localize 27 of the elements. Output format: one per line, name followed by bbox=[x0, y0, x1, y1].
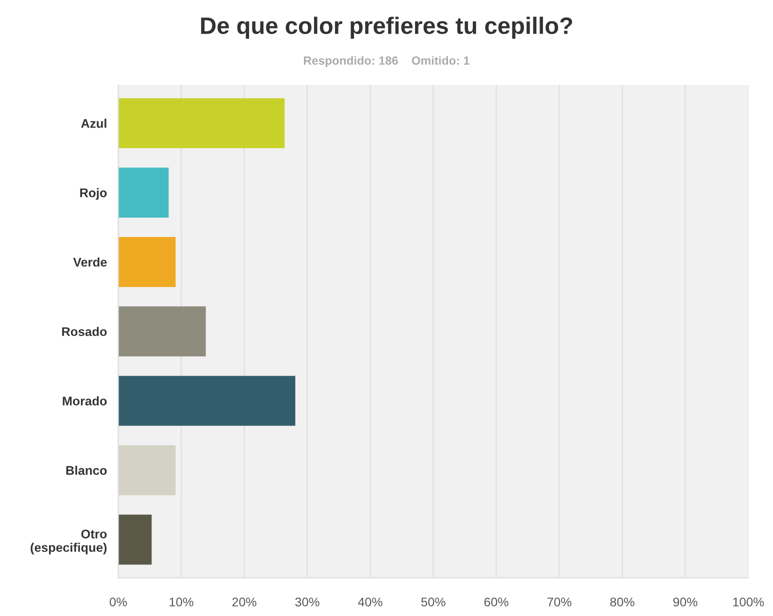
bar bbox=[118, 98, 285, 148]
bar bbox=[118, 445, 176, 496]
bar bbox=[118, 306, 206, 356]
x-tick-label: 50% bbox=[421, 598, 446, 606]
chart-subtitle: Respondido: 186 Omitido: 1 bbox=[304, 56, 470, 68]
x-tick-label: 30% bbox=[295, 598, 320, 606]
y-tick-label: Rosado bbox=[62, 326, 107, 336]
x-tick-label: 20% bbox=[232, 598, 256, 606]
bar bbox=[118, 376, 296, 426]
x-tick-label: 60% bbox=[484, 598, 508, 606]
x-tick-label: 0% bbox=[110, 598, 127, 606]
x-tick-label: 80% bbox=[610, 598, 634, 606]
x-tick-label: 70% bbox=[547, 598, 572, 606]
x-tick-label: 100% bbox=[733, 598, 764, 606]
x-tick-label: 40% bbox=[358, 598, 382, 606]
y-tick-label: Verde bbox=[73, 257, 107, 267]
y-tick-label: Azul bbox=[81, 118, 106, 128]
bar bbox=[118, 514, 152, 565]
chart-title: De que color prefieres tu cepillo? bbox=[201, 16, 572, 39]
bar bbox=[118, 168, 169, 218]
x-tick-label: 10% bbox=[170, 598, 194, 606]
y-tick-label: Rojo bbox=[80, 188, 107, 200]
y-tick-label: Otro (especifique) bbox=[30, 530, 107, 554]
bar bbox=[118, 237, 176, 287]
x-tick-label: 90% bbox=[673, 598, 698, 606]
y-tick-label: Morado bbox=[62, 396, 107, 406]
y-tick-label: Blanco bbox=[66, 466, 107, 475]
